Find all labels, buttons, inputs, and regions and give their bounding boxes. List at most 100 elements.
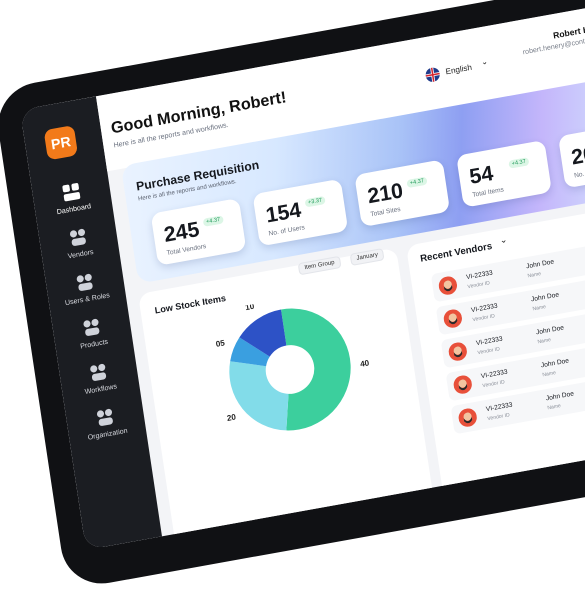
nav-label: Workflows [84, 383, 118, 397]
vendor-name: John Doe [535, 324, 565, 337]
icon-shape [78, 282, 93, 291]
stat-value: 245 [162, 217, 201, 248]
segment-label: 10 [245, 302, 256, 313]
icon-shape [91, 372, 107, 381]
vendor-id-label: Vendor ID [487, 412, 511, 423]
stat-card: 154 No. of Users +3.37 [252, 178, 349, 247]
stat-change: +4.37 [406, 176, 428, 189]
flag-cross [425, 67, 440, 82]
avatar [438, 276, 458, 295]
nav-item[interactable]: Vendors [39, 221, 120, 265]
nav-label: Users & Roles [64, 292, 111, 308]
vendor-name: John Doe [525, 258, 555, 271]
avatar-face [443, 280, 452, 289]
chevron: ⌄ [498, 234, 508, 246]
vendor-name: John Doe [545, 390, 575, 403]
nav-item[interactable]: Users & Roles [46, 266, 127, 310]
nav-item[interactable]: Dashboard [32, 176, 113, 220]
icon-shape [76, 275, 84, 283]
donut-chart: 40 20 05 10 [215, 302, 371, 431]
avatar-beard [463, 416, 473, 424]
avatar [453, 375, 472, 394]
avatar-face [453, 346, 462, 355]
icon-shape [90, 365, 98, 373]
stat-value: 154 [264, 198, 303, 228]
avatar-face [448, 313, 457, 322]
recent-vendors-panel: Recent Vendors ⌄ VI-22333 Vendor ID John Doe… [406, 188, 585, 506]
vendor-id-label: Vendor ID [482, 379, 506, 390]
stat-change: +3.37 [304, 195, 326, 208]
panel-title: Recent Vendors [419, 240, 493, 265]
avatar [443, 309, 462, 328]
vendor-name-label: Name [532, 303, 547, 313]
vendor-id-label: Vendor ID [472, 313, 496, 324]
low-stock-panel: Low Stock Items Item Group January 40 20 05 10 [138, 247, 435, 550]
stat-change: +4.37 [508, 157, 530, 169]
avatar [458, 408, 477, 427]
stat-change: +4.37 [202, 215, 224, 227]
icon-shape [96, 410, 105, 418]
icon-shape [69, 230, 78, 238]
avatar-beard [448, 317, 458, 325]
icon-shape [91, 318, 99, 326]
icon-shape [104, 408, 113, 416]
nav-label: Organization [87, 427, 129, 442]
nav-icon [83, 318, 100, 336]
sidebar: PR Dashboard Vendors Users & Roles Products… [20, 96, 162, 550]
vendor-id-label: Vendor ID [477, 346, 501, 357]
vendor-name: John Doe [540, 357, 570, 370]
nav-label: Products [79, 338, 109, 351]
filter-dropdown[interactable]: Item Group [297, 255, 342, 276]
avatar [448, 342, 467, 361]
avatar-face [463, 412, 472, 421]
nav-icon [62, 183, 81, 202]
stat-value: 20 [569, 142, 585, 170]
logo[interactable]: PR [43, 125, 79, 161]
segment-label: 05 [215, 338, 226, 349]
avatar-beard [458, 383, 468, 391]
icon-shape [77, 228, 86, 236]
vendor-name: John Doe [530, 291, 560, 304]
chevron: ⌄ [480, 56, 489, 67]
flag-icon [425, 67, 440, 83]
filter-dropdown[interactable]: January [349, 247, 385, 266]
stat-card: 54 Total Items +4.37 [456, 139, 552, 208]
vendor-name-label: Name [527, 270, 542, 280]
icon-shape [71, 237, 86, 246]
avatar-beard [453, 350, 463, 358]
donut-segment [230, 337, 270, 367]
donut-segment [281, 308, 351, 431]
nav-icon [90, 363, 107, 381]
vendor-name-label: Name [542, 369, 557, 379]
segment-label: 40 [360, 358, 371, 369]
nav-item[interactable]: Workflows [59, 356, 140, 400]
stat-value: 54 [467, 161, 495, 189]
donut-segment [229, 361, 289, 431]
icon-shape [98, 417, 113, 426]
avatar-face [458, 379, 467, 388]
nav-label: Dashboard [56, 203, 92, 217]
nav-label: Vendors [67, 248, 95, 261]
icon-shape [62, 184, 70, 193]
nav-icon [76, 273, 93, 291]
stat-card: 210 Total Sites +4.37 [354, 159, 451, 228]
vendor-name-label: Name [537, 336, 552, 346]
nav-item[interactable]: Products [52, 311, 133, 355]
icon-shape [84, 273, 92, 281]
icon-shape [98, 363, 106, 371]
icon-shape [63, 192, 81, 202]
nav-item[interactable]: Organization [66, 401, 147, 445]
vendor-id-label: Vendor ID [467, 280, 491, 291]
segment-label: 20 [226, 412, 237, 423]
nav-icon [96, 408, 113, 426]
avatar-beard [443, 284, 453, 292]
icon-shape [85, 327, 100, 336]
donut-segment [239, 309, 287, 357]
